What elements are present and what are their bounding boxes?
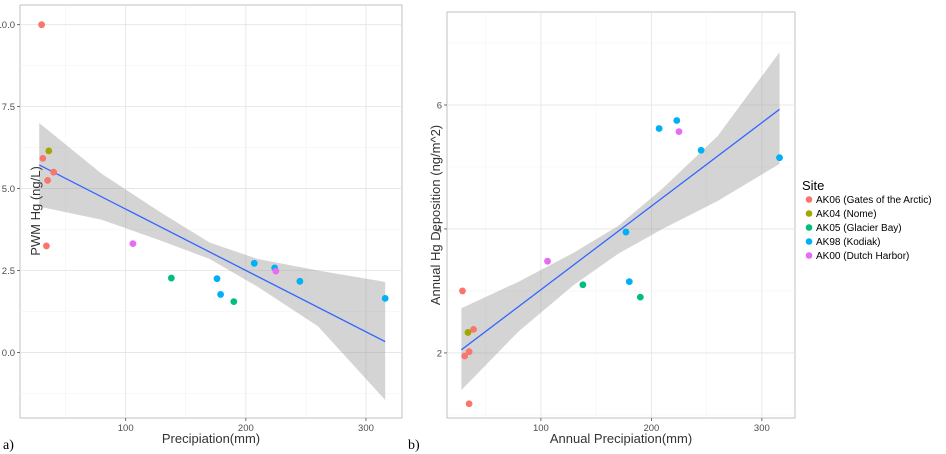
panel-b-fit-line <box>460 108 780 351</box>
panel-b-gridlines <box>447 12 795 418</box>
panel-b-x-axis-title: Annual Precipiation(mm) <box>550 431 692 446</box>
data-point <box>544 257 551 265</box>
regression-line <box>460 108 780 351</box>
data-point <box>38 21 46 29</box>
legend-swatch <box>805 224 813 231</box>
data-point <box>167 274 175 282</box>
x-tick-label: 300 <box>754 423 770 434</box>
x-tick-label: 100 <box>118 423 134 434</box>
data-point <box>579 281 587 289</box>
y-tick-label: 10.0 <box>0 20 15 31</box>
legend-label: AK04 (Nome) <box>816 209 877 220</box>
panel-a-points <box>38 21 389 306</box>
data-point <box>636 293 644 301</box>
data-point <box>625 278 633 286</box>
legend-title: Site <box>802 178 824 193</box>
panel-a-x-axis-title: Precipiation(mm) <box>162 431 260 446</box>
legend-swatch <box>805 238 813 245</box>
data-point <box>622 228 630 236</box>
panel-b-plot-area <box>446 11 796 419</box>
data-point <box>296 277 304 285</box>
data-point <box>465 348 473 356</box>
legend-label: AK05 (Glacier Bay) <box>816 223 902 234</box>
data-point <box>776 154 783 162</box>
data-point <box>44 176 52 184</box>
data-point <box>213 275 221 283</box>
x-tick-label: 100 <box>533 423 549 434</box>
regression-line <box>38 164 386 343</box>
data-point <box>39 155 47 162</box>
legend-swatch <box>805 210 813 217</box>
panel-a-gridlines <box>20 5 402 418</box>
data-point <box>43 242 50 250</box>
panel-b-confidence-band <box>461 52 780 391</box>
x-tick-label: 200 <box>238 423 254 434</box>
y-tick-label: 0.0 <box>2 348 15 359</box>
legend-label: AK00 (Dutch Harbor) <box>816 251 909 262</box>
panel-a-confidence-band <box>39 123 386 400</box>
data-point <box>673 117 681 124</box>
panel-a-chart: 100 200 300 0.0 2.5 5.0 7.5 10.0 Precipiation(… <box>0 4 403 453</box>
panel-a-fit-line <box>38 164 386 343</box>
y-tick-label: 7.5 <box>2 102 15 113</box>
panel-b-chart: 100 200 300 2 4 6 Annual Precipiation(mm) An… <box>408 11 796 453</box>
data-point <box>464 329 472 336</box>
x-tick-label: 300 <box>358 423 374 434</box>
panel-a-x-ticks: 100 200 300 <box>118 418 374 434</box>
y-tick-label: 2.5 <box>2 266 15 277</box>
panel-b-points <box>459 117 783 408</box>
data-point <box>655 125 663 132</box>
data-point <box>250 259 258 267</box>
data-point <box>470 325 477 333</box>
data-point <box>217 291 225 298</box>
legend-swatch <box>805 252 813 259</box>
panel-b-y-ticks: 2 4 6 <box>437 100 447 359</box>
data-point <box>461 352 469 360</box>
data-point <box>459 287 466 295</box>
panel-b-x-ticks: 100 200 300 <box>533 418 770 434</box>
data-point <box>230 298 238 306</box>
legend-label: AK98 (Kodiak) <box>816 237 880 248</box>
data-point <box>465 400 473 408</box>
data-point <box>45 147 53 155</box>
data-point <box>129 240 137 248</box>
confidence-band <box>461 52 780 391</box>
y-tick-label: 5.0 <box>2 184 15 195</box>
legend-entries: AK06 (Gates of the Arctic) AK04 (Nome) AK0… <box>805 195 932 262</box>
data-point <box>272 267 280 275</box>
legend: Site AK06 (Gates of the Arctic) AK04 (Nom… <box>802 178 932 262</box>
y-tick-label: 4 <box>437 224 442 235</box>
data-point <box>50 168 58 176</box>
confidence-band <box>39 123 386 400</box>
y-tick-label: 2 <box>437 348 442 359</box>
legend-label: AK06 (Gates of the Arctic) <box>816 195 932 206</box>
data-point <box>675 128 683 136</box>
panel-b-y-axis-title: Annual Hg Deposition (ng/m^2) <box>428 125 443 305</box>
panel-a-y-ticks: 0.0 2.5 5.0 7.5 10.0 <box>0 20 20 359</box>
y-tick-label: 6 <box>437 100 442 111</box>
panel-a-y-axis-title: PWM Hg (ng/L) <box>28 166 43 256</box>
panel-a-label: a) <box>3 438 14 453</box>
data-point <box>697 146 705 154</box>
legend-swatch <box>805 196 813 203</box>
panel-a-plot-area <box>19 4 403 419</box>
panel-b-label: b) <box>408 438 420 453</box>
data-point <box>381 294 389 302</box>
x-tick-label: 200 <box>643 423 659 434</box>
